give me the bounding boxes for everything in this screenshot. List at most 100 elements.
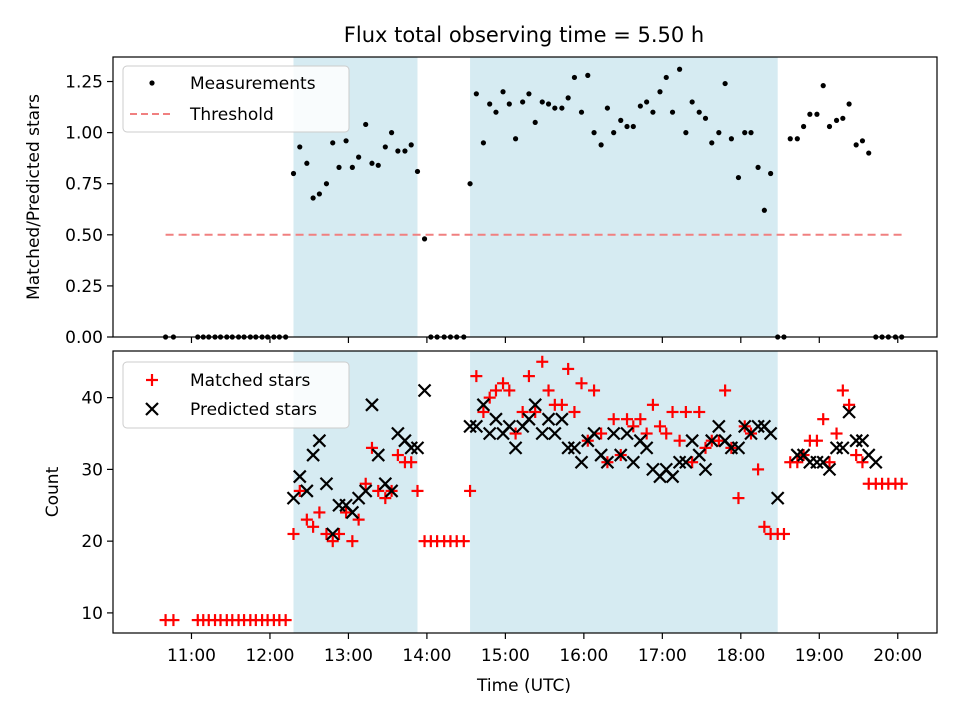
matched-star-point: [856, 456, 869, 469]
predicted-star-point: [810, 455, 824, 469]
matched-star-point: [464, 484, 477, 497]
matched-star-point: [536, 355, 549, 368]
shaded-span-1: [470, 351, 778, 633]
y-tick-label: 20: [81, 532, 103, 552]
predicted-star-point: [639, 441, 654, 455]
predicted-star-point: [306, 448, 320, 462]
measurement-point: [585, 72, 591, 78]
matched-star-point: [293, 484, 306, 497]
predicted-star-point: [567, 441, 582, 455]
y-tick-label: 0.25: [65, 277, 103, 297]
matched-star-point: [489, 384, 502, 397]
matched-star-point: [712, 434, 725, 447]
measurement-point: [520, 99, 526, 105]
predicted-star-point: [620, 426, 634, 441]
measurement-point: [669, 109, 676, 115]
measurement-point: [480, 140, 487, 146]
predicted-star-point: [869, 455, 883, 469]
measurement-point: [414, 168, 421, 175]
matched-star-point: [346, 535, 359, 548]
predicted-star-point: [574, 455, 589, 469]
measurement-point: [624, 123, 630, 130]
bottom-legend: Matched stars Predicted stars: [122, 361, 350, 429]
predicted-star-point: [685, 433, 699, 448]
measurement-point: [657, 89, 663, 95]
matched-star-point: [719, 384, 732, 397]
measurement-point: [421, 236, 428, 242]
measurement-point: [349, 164, 355, 170]
bottom-y-ticks: 10 20 30 40: [81, 389, 113, 624]
measurement-point: [297, 144, 303, 150]
measurement-point: [316, 191, 322, 197]
measurement-point: [787, 136, 793, 142]
measurement-point: [650, 109, 656, 115]
predicted-star-point: [319, 476, 334, 491]
top-y-ticks: 0.00 0.25 0.50 0.75 1.00 1.25: [65, 73, 113, 348]
bottom-x-ticks: 11:00 12:00 13:00 14:00 15:00 16:00 17:00 18:00…: [167, 633, 922, 666]
predicted-star-point: [665, 469, 680, 484]
measurement-point: [552, 105, 558, 111]
measurement-point: [644, 99, 650, 105]
measurement-point: [630, 123, 636, 130]
predicted-star-point: [731, 441, 746, 455]
predicted-star-point: [606, 426, 621, 441]
measurement-point: [388, 130, 395, 136]
predicted-star-point: [508, 441, 523, 455]
measurement-point: [716, 130, 722, 136]
predicted-star-point: [286, 491, 301, 505]
matched-star-point: [483, 391, 496, 404]
matched-star-point: [777, 527, 790, 540]
measurement-point: [539, 99, 545, 105]
measurement-point: [336, 164, 342, 170]
top-data-marks: [162, 66, 905, 340]
measurement-point: [512, 136, 519, 142]
bottom-y-axis-label: Count: [43, 466, 63, 517]
bottom-legend-box: [122, 361, 350, 429]
x-tick-label: 20:00: [873, 646, 922, 666]
x-tick-label: 13:00: [324, 646, 373, 666]
measurement-point: [696, 109, 702, 115]
measurement-point: [500, 89, 506, 95]
x-tick-label: 18:00: [716, 646, 765, 666]
measurement-point: [761, 207, 767, 213]
matched-star-point: [679, 405, 692, 418]
measurement-point: [846, 101, 852, 107]
predicted-star-point: [613, 448, 628, 462]
x-axis-label: Time (UTC): [476, 676, 571, 696]
measurement-point: [618, 117, 624, 123]
matched-star-point: [562, 362, 575, 375]
predicted-star-point: [541, 412, 556, 426]
measurement-point: [395, 148, 401, 154]
y-tick-label: 0.00: [65, 328, 103, 348]
measurement-point: [408, 142, 414, 148]
predicted-star-point: [535, 426, 550, 441]
predicted-star-point: [489, 412, 503, 426]
measurement-point: [506, 101, 512, 107]
measurement-point: [487, 101, 493, 107]
predicted-star-point: [842, 405, 856, 419]
matched-star-point: [313, 506, 326, 519]
measurement-point: [493, 109, 499, 115]
measurement-point: [840, 115, 846, 121]
y-tick-label: 40: [81, 389, 103, 409]
measurement-point: [343, 138, 349, 144]
top-axes-frame: [112, 56, 938, 338]
matched-star-point: [470, 370, 483, 383]
predicted-star-point: [502, 419, 517, 434]
measurement-point: [565, 95, 571, 101]
matched-star-point: [791, 456, 804, 469]
predicted-star-point: [672, 455, 687, 469]
measurement-point: [559, 105, 565, 111]
matched-star-point: [568, 405, 581, 418]
x-tick-label: 15:00: [481, 646, 530, 666]
predicted-star-point: [358, 484, 373, 498]
predicted-star-point: [292, 469, 307, 484]
top-shaded-spans: [293, 57, 778, 337]
predicted-star-point: [712, 419, 726, 434]
measurement-point: [814, 111, 820, 117]
measurement-point: [748, 130, 754, 136]
matched-star-point: [167, 614, 180, 627]
matched-star-point: [555, 398, 568, 411]
matched-star-point: [646, 398, 659, 411]
matched-star-point: [595, 427, 608, 440]
